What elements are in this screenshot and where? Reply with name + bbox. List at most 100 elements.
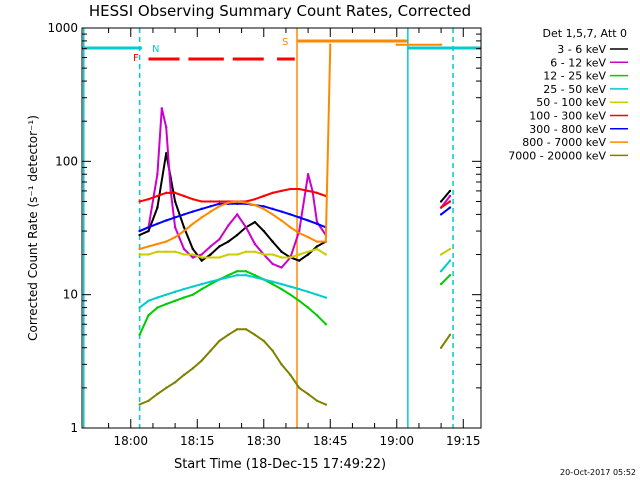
series-point [439, 282, 443, 286]
series-point [439, 43, 443, 46]
series-point [235, 200, 239, 203]
x-axis-ticks: 18:00 18:15 18:30 18:45 19:00 19:15 [108, 28, 481, 448]
series-point [324, 296, 328, 299]
series-point [182, 253, 186, 256]
series-point [182, 247, 186, 251]
series-point [218, 339, 221, 343]
legend-label: 50 - 100 keV [536, 96, 606, 109]
series-point [138, 306, 141, 309]
series-point [439, 206, 443, 209]
series-point [306, 235, 310, 239]
series-point [200, 200, 203, 203]
series-point [191, 293, 195, 296]
series-point [289, 293, 292, 296]
series-point [439, 213, 443, 216]
series-point [439, 269, 443, 273]
series-point [280, 287, 283, 291]
series-point [448, 247, 452, 251]
series-point [448, 206, 452, 209]
series-point [218, 200, 221, 203]
series-point [138, 233, 141, 237]
footer-date: 20-Oct-2017 05:52 [560, 468, 636, 477]
series-point [218, 205, 221, 208]
series-point [227, 201, 230, 204]
series-point [315, 191, 319, 195]
series-line-0-1 [440, 190, 451, 203]
series-point [200, 256, 203, 259]
series-point [271, 207, 274, 211]
series-point [448, 194, 452, 198]
series-point [165, 191, 168, 195]
series-point [209, 253, 212, 256]
series-point [271, 262, 274, 266]
series-line-6-1 [440, 206, 451, 216]
series-point [156, 173, 159, 176]
series-point [289, 285, 292, 288]
series-point [227, 333, 230, 337]
series-point [138, 333, 141, 337]
series-point [262, 229, 265, 233]
series-point [200, 253, 203, 256]
series-point [138, 229, 141, 233]
series-point [165, 250, 168, 253]
series-point [298, 299, 301, 302]
series-point [235, 233, 239, 237]
series-point [173, 191, 177, 195]
series-point [173, 299, 177, 302]
series-point [262, 207, 265, 211]
marker-n: N [152, 44, 159, 55]
series-line-8-0 [139, 328, 327, 406]
series-point [200, 216, 203, 219]
series-point [253, 250, 257, 253]
series-point [156, 222, 159, 226]
series-point [280, 266, 283, 269]
series-point [227, 276, 230, 279]
series-point [253, 203, 257, 207]
series-point [289, 373, 292, 377]
series-point [173, 226, 177, 229]
series-point [138, 403, 141, 406]
legend-label: 6 - 12 keV [550, 56, 606, 69]
y-tick-label: 100 [55, 154, 78, 168]
series-point [165, 302, 168, 306]
series-point [324, 240, 328, 243]
series-point [298, 259, 301, 262]
series-line-6-0 [139, 202, 327, 233]
series-point [244, 201, 248, 204]
series-point [227, 273, 230, 277]
series-point [329, 43, 332, 46]
series-point [271, 253, 274, 256]
series-point [182, 229, 186, 233]
plot-frame [81, 27, 482, 429]
series-point [271, 280, 274, 283]
series-point [439, 346, 443, 349]
series-point [298, 386, 301, 390]
series-point [262, 194, 265, 198]
series-point [191, 247, 195, 251]
series-point [191, 285, 195, 288]
series-point [165, 126, 168, 129]
series-point [191, 256, 195, 259]
y-axis-label: Corrected Count Rate (s⁻¹ detector⁻¹) [26, 115, 40, 341]
series-point [289, 256, 292, 259]
series-point [280, 256, 283, 259]
series-point [262, 278, 265, 281]
series-point [244, 273, 248, 277]
series-point [165, 240, 168, 243]
series-point [439, 200, 443, 203]
series-point [138, 247, 141, 251]
series-line-2-1 [440, 274, 451, 285]
series-point [324, 253, 328, 256]
series-point [253, 273, 257, 277]
series-point [147, 197, 150, 201]
series-point [244, 226, 248, 229]
series-point [306, 392, 310, 396]
series-point [218, 278, 221, 281]
series-point [209, 210, 212, 213]
series-point [298, 231, 301, 235]
series-point [156, 296, 159, 299]
series-point [173, 200, 177, 203]
series-point [156, 306, 159, 309]
series-point [147, 299, 150, 302]
series-point [315, 245, 319, 248]
